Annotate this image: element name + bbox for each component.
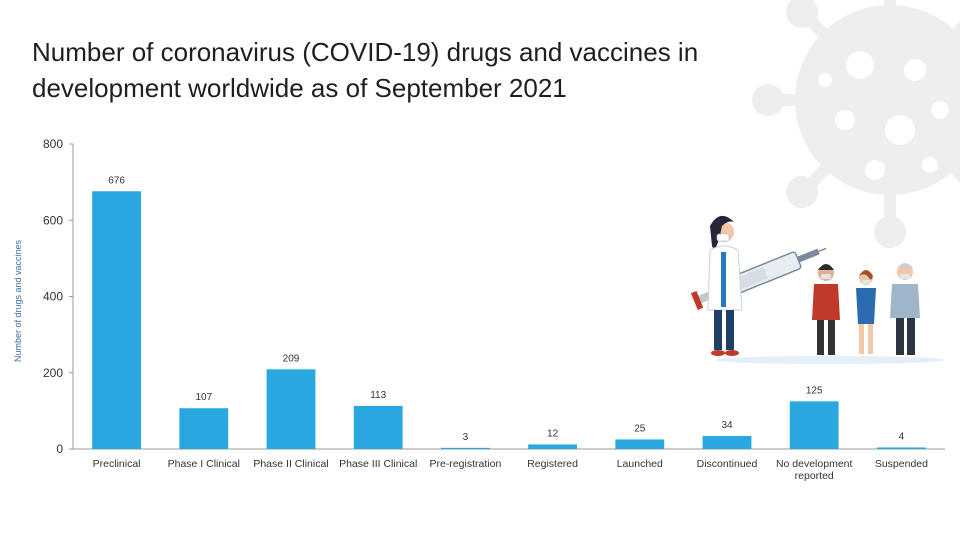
bars	[92, 191, 926, 449]
x-tick-label: No development reported	[776, 458, 853, 482]
data-label: 209	[283, 353, 300, 364]
y-tick-label: 200	[43, 366, 63, 380]
x-tick-label: Pre-registration	[430, 458, 502, 470]
bar	[92, 191, 142, 449]
data-label: 676	[108, 175, 125, 186]
data-label: 3	[463, 432, 469, 443]
x-tick-label: Phase II Clinical	[253, 458, 328, 470]
value-labels: 676 107 209 113 3 12 25 34 125 4	[108, 175, 904, 443]
bar	[702, 436, 752, 449]
data-label: 4	[899, 431, 905, 442]
data-label: 113	[370, 390, 386, 401]
bar	[266, 369, 316, 449]
bar	[876, 447, 926, 449]
x-tick-label: Launched	[617, 458, 663, 470]
y-tick-label: 0	[56, 442, 63, 456]
x-tick-label: Phase I Clinical	[168, 458, 240, 470]
bar	[179, 408, 229, 449]
coronavirus-icon	[752, 0, 960, 248]
x-tick-label: Preclinical	[93, 458, 141, 470]
x-tick-label: Registered	[527, 458, 578, 470]
x-tick-label: Phase III Clinical	[339, 458, 417, 470]
page-title: Number of coronavirus (COVID-19) drugs a…	[32, 37, 699, 103]
bar	[440, 447, 490, 449]
data-label: 125	[806, 385, 823, 396]
x-axis-labels: Preclinical Phase I Clinical Phase II Clin…	[93, 458, 928, 482]
y-tick-label: 600	[43, 213, 63, 227]
x-tick-label: Suspended	[875, 458, 928, 470]
data-label: 34	[721, 420, 733, 431]
data-label: 12	[547, 428, 559, 439]
bar	[615, 439, 665, 449]
bar	[789, 401, 839, 449]
doctor-with-syringe-and-patients-illustration	[690, 215, 945, 364]
x-tick-label: Discontinued	[697, 458, 758, 470]
y-tick-label: 400	[43, 290, 63, 304]
bar	[353, 405, 403, 449]
data-label: 107	[195, 392, 212, 403]
bar	[528, 444, 578, 449]
data-label: 25	[634, 423, 646, 434]
y-axis-label: Number of drugs and vaccines	[13, 239, 23, 363]
y-tick-label: 800	[43, 137, 63, 151]
